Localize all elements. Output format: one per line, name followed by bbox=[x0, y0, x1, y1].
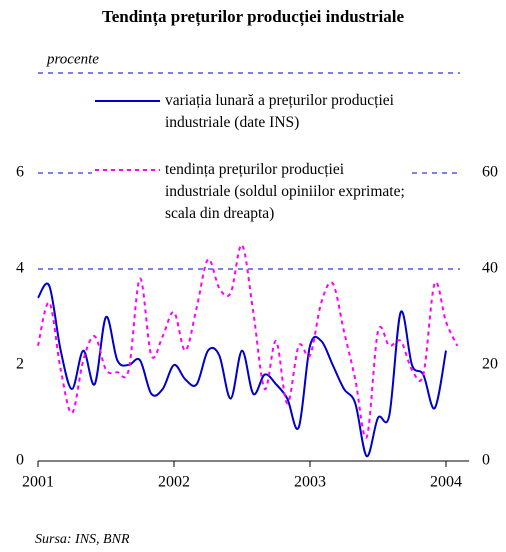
y2-tick-label: 20 bbox=[482, 356, 498, 373]
y2-tick-label: 0 bbox=[482, 452, 490, 469]
legend-label: tendința prețurilor producției industria… bbox=[165, 161, 405, 222]
legend-label: variația lunară a prețurilor producției … bbox=[165, 92, 394, 131]
y-tick-label: 4 bbox=[16, 260, 24, 277]
line-series bbox=[37, 282, 447, 458]
y-axis-label: procente bbox=[46, 51, 99, 67]
x-tick-label: 2001 bbox=[22, 474, 54, 491]
y2-tick-label: 60 bbox=[482, 164, 498, 181]
source: Sursa: INS, BNR bbox=[35, 532, 130, 547]
y-tick-label: 2 bbox=[16, 356, 24, 373]
line-series bbox=[37, 243, 459, 439]
y2-tick-label: 40 bbox=[482, 260, 498, 277]
y-tick-label: 0 bbox=[16, 452, 24, 469]
x-tick-label: 2004 bbox=[430, 474, 462, 491]
chart-title: Tendința prețurilor producției industria… bbox=[102, 7, 405, 27]
y-tick-label: 6 bbox=[16, 164, 24, 181]
x-tick-label: 2003 bbox=[294, 474, 326, 491]
x-tick-label: 2002 bbox=[158, 474, 190, 491]
